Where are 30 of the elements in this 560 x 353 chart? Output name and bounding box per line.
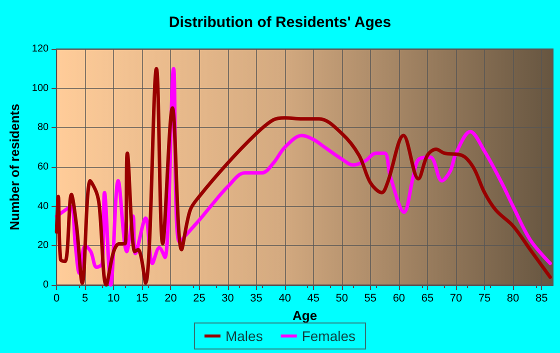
y-tick-label: 120 <box>32 44 50 54</box>
x-tick-label: 35 <box>250 292 262 304</box>
x-tick-label: 60 <box>392 292 406 304</box>
x-tick-label: 80 <box>506 292 520 304</box>
x-tick-label: 15 <box>136 292 148 304</box>
x-tick-label: 85 <box>535 292 548 304</box>
x-axis-title: Age <box>292 308 318 323</box>
y-tick-label: 60 <box>37 162 50 172</box>
y-tick-label: 20 <box>37 240 50 252</box>
y-tick-label: 0 <box>43 280 50 290</box>
x-tick-label: 50 <box>336 292 348 304</box>
x-tick-label: 75 <box>478 292 491 304</box>
x-tick-label: 10 <box>108 292 120 304</box>
x-tick-label: 45 <box>307 292 320 304</box>
legend-label: Males <box>225 328 263 344</box>
legend-label: Females <box>302 328 356 344</box>
chart-title: Distribution of Residents' Ages <box>168 14 392 31</box>
y-tick-label: 80 <box>37 122 50 134</box>
x-tick-label: 70 <box>450 292 462 304</box>
x-tick-label: 20 <box>164 292 177 304</box>
y-tick-label: 40 <box>37 200 50 212</box>
x-tick-label: 30 <box>222 292 234 304</box>
y-tick-label: 100 <box>32 82 50 94</box>
x-tick-label: 40 <box>278 292 291 304</box>
x-tick-label: 25 <box>193 292 206 304</box>
x-tick-label: 65 <box>421 292 434 304</box>
x-tick-label: 55 <box>364 292 377 304</box>
x-tick-label: 0 <box>54 292 60 304</box>
x-tick-label: 5 <box>82 292 88 304</box>
y-axis-title: Number of residents <box>7 104 22 230</box>
